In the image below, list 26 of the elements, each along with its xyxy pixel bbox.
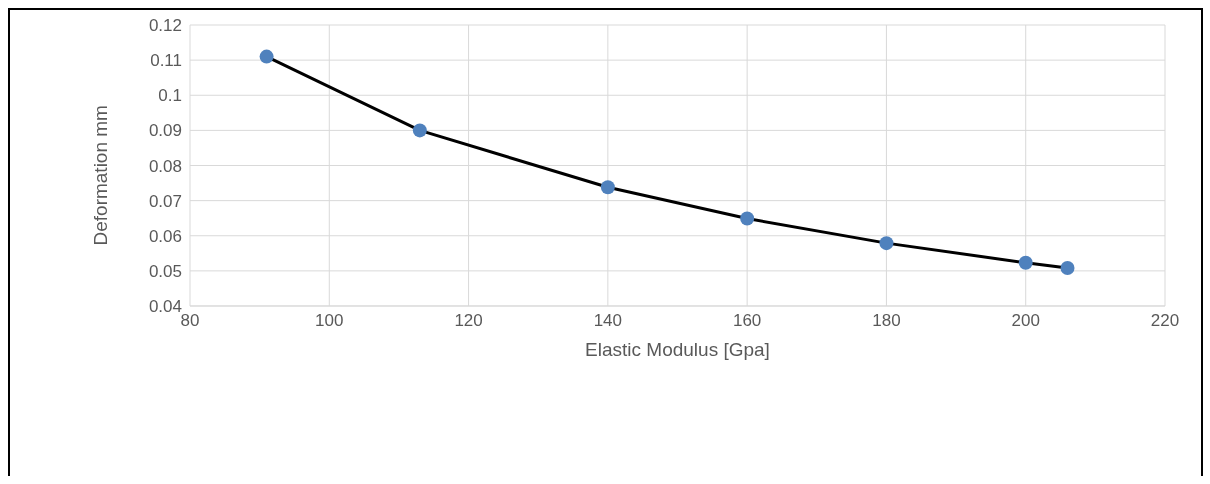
y-tick-label: 0.12	[148, 16, 182, 36]
x-tick-label: 200	[1011, 311, 1040, 331]
y-tick-label: 0.09	[148, 121, 182, 141]
x-tick-label: 160	[732, 311, 762, 331]
x-tick-label: 180	[872, 311, 901, 331]
point	[1018, 255, 1033, 270]
point	[740, 211, 755, 226]
point	[879, 236, 894, 251]
x-tick-label: 100	[315, 311, 344, 331]
y-tick-label: 0.1	[158, 86, 182, 106]
point	[600, 180, 615, 195]
x-axis-title: Elastic Modulus [Gpa]	[585, 339, 770, 360]
point	[412, 123, 427, 138]
x-tick-label: 80	[180, 311, 200, 331]
y-tick-label: 0.07	[148, 191, 182, 211]
y-tick-label: 0.04	[148, 297, 182, 317]
point	[259, 49, 274, 64]
y-tick-label: 0.05	[148, 261, 182, 281]
point	[1060, 261, 1075, 276]
x-tick-label: 140	[593, 311, 623, 331]
x-tick-label: 220	[1150, 311, 1180, 331]
y-axis-title: Deformation mm	[89, 105, 111, 246]
y-tick-label: 0.11	[150, 51, 182, 71]
y-tick-label: 0.06	[148, 226, 182, 246]
y-tick-label: 0.08	[148, 156, 182, 176]
x-tick-label: 120	[454, 311, 483, 331]
